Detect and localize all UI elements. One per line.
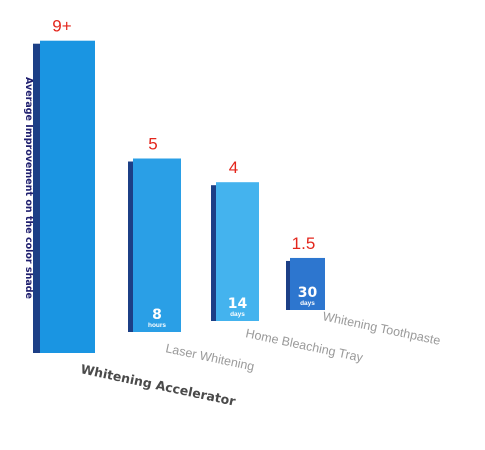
- value-label-3: 4: [229, 158, 238, 177]
- category-label-1: Whitening Accelerator: [79, 361, 237, 409]
- bar-4: [290, 257, 325, 310]
- duration-number-3: 14: [228, 296, 248, 312]
- category-label-2: Laser Whitening: [164, 341, 255, 373]
- duration-number-4: 30: [298, 285, 318, 301]
- duration-number-2: 8: [152, 307, 162, 323]
- bar-2: [133, 158, 181, 332]
- value-label-1: 9+: [52, 17, 71, 36]
- duration-unit-2: hours: [148, 322, 166, 329]
- value-label-4: 1.5: [292, 234, 316, 253]
- value-label-2: 5: [148, 135, 157, 154]
- bar-side-2: [128, 161, 133, 332]
- bar-3: [216, 182, 259, 321]
- bar-1: [40, 40, 95, 353]
- bar-side-4: [286, 260, 290, 310]
- duration-unit-3: days: [230, 311, 245, 318]
- category-label-4: Whitening Toothpaste: [321, 309, 441, 348]
- y-axis-label: Average Improvement on the color shade: [23, 77, 34, 299]
- bar-side-1: [33, 43, 40, 353]
- duration-unit-4: days: [300, 300, 315, 307]
- bar-side-3: [211, 185, 216, 321]
- category-label-3: Home Bleaching Tray: [244, 326, 365, 365]
